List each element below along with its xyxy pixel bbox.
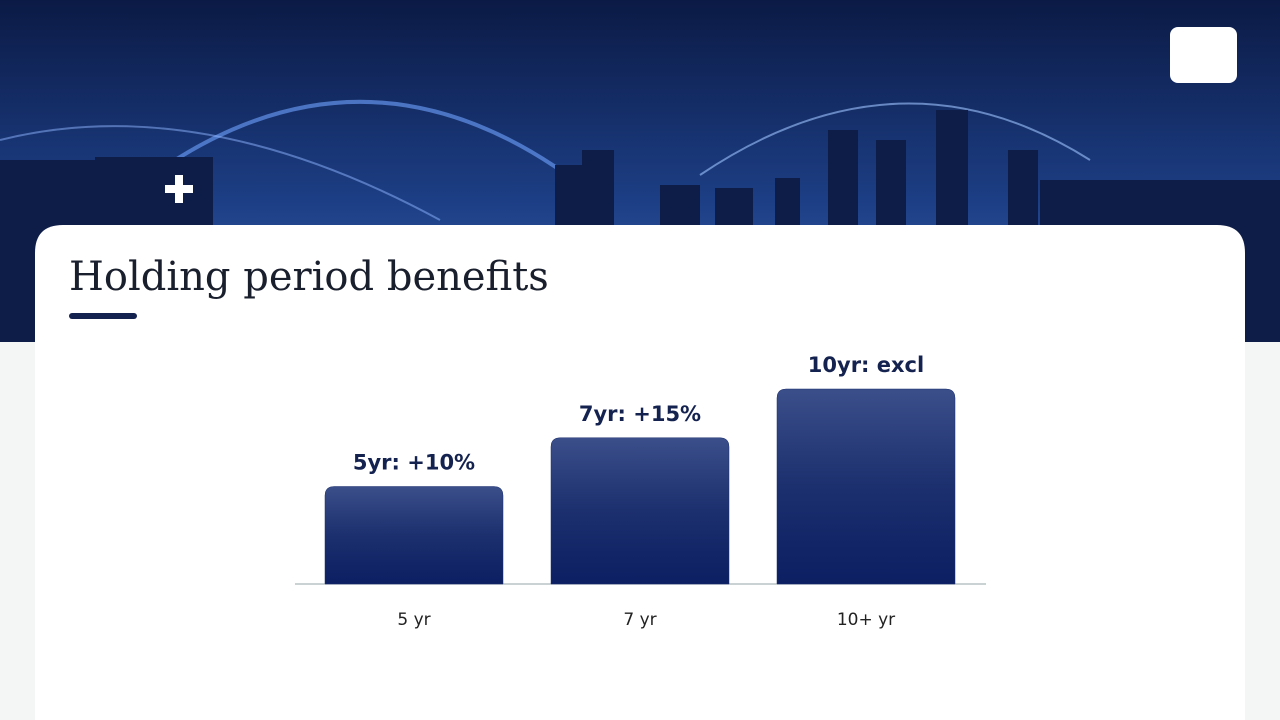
value-label: 5yr: +10% (353, 451, 475, 475)
x-tick-label: 5 yr (397, 610, 430, 630)
bar (776, 388, 956, 585)
title-underline (69, 313, 137, 319)
value-label: 7yr: +15% (579, 402, 701, 426)
slide-title: Holding period benefits (69, 254, 549, 300)
value-label: 10yr: excl (808, 353, 924, 377)
x-tick-label: 10+ yr (837, 610, 895, 630)
plot: 5yr: +10% 5 yr 7yr: +15% 7 yr 10yr: excl 10+ … (324, 353, 956, 630)
bar (324, 486, 504, 585)
bar (550, 437, 730, 585)
x-tick-label: 7 yr (623, 610, 656, 630)
